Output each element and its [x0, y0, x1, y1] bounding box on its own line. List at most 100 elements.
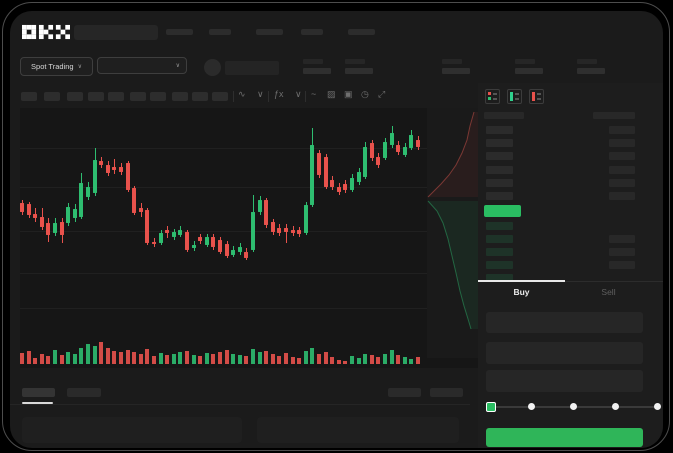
slider-handle[interactable]	[485, 402, 496, 412]
bid-price-row[interactable]	[486, 248, 513, 256]
line	[515, 98, 519, 100]
ask-price-row[interactable]	[486, 152, 513, 160]
bottom-action-chip[interactable]	[388, 388, 421, 397]
snapshot-icon[interactable]: ▣	[344, 89, 353, 99]
volume-bar	[39, 354, 44, 364]
ask-price-row[interactable]	[486, 179, 513, 187]
volume-bar	[152, 356, 156, 364]
nav-item-placeholder[interactable]	[166, 29, 193, 35]
chevron-down-icon[interactable]: ∨	[257, 89, 264, 99]
timeframe-chip[interactable]	[21, 92, 37, 101]
volume-bar	[237, 355, 242, 364]
line-tool-icon[interactable]: ~	[311, 89, 317, 99]
bid-price-row[interactable]	[486, 274, 513, 282]
ask-price-row[interactable]	[486, 192, 513, 200]
fullscreen-icon[interactable]: ⤢	[378, 89, 386, 99]
bid-price-row[interactable]	[486, 222, 513, 230]
volume-bar	[336, 360, 341, 364]
volume-bar	[350, 356, 354, 364]
ask-price-row[interactable]	[486, 126, 513, 134]
volume-bar	[145, 349, 150, 364]
bottom-tab-active[interactable]	[22, 388, 55, 397]
book-header-price	[484, 112, 524, 119]
candle-body	[297, 230, 302, 234]
ask-amount-row	[609, 152, 635, 160]
compare-icon[interactable]: ▨	[327, 89, 336, 99]
volume-bar	[310, 348, 315, 364]
price-input[interactable]	[486, 312, 643, 333]
gridline	[20, 187, 480, 188]
gridline	[20, 231, 480, 232]
nav-item-placeholder[interactable]	[209, 29, 231, 35]
book-bids-icon[interactable]	[507, 89, 522, 104]
candle-body	[303, 205, 308, 233]
candle-body	[409, 135, 414, 148]
candle-body	[138, 208, 143, 212]
market-type-dropdown[interactable]: Spot Trading ∨	[20, 57, 93, 76]
ask-amount-row	[609, 166, 635, 174]
bid-dot	[488, 97, 491, 100]
nav-item-placeholder[interactable]	[256, 29, 283, 35]
volume-bar	[105, 348, 110, 364]
volume-bar	[369, 355, 374, 364]
ask-bar	[532, 92, 535, 101]
timeframe-chip[interactable]	[172, 92, 188, 101]
candle-body	[99, 161, 104, 165]
timeframe-chip[interactable]	[67, 92, 83, 101]
ask-price-row[interactable]	[486, 139, 513, 147]
timeframe-chip[interactable]	[130, 92, 146, 101]
total-input[interactable]	[486, 370, 643, 392]
candle-body	[237, 247, 242, 252]
volume-bar	[284, 353, 288, 364]
bid-price-row[interactable]	[486, 235, 513, 243]
timeframe-chip[interactable]	[192, 92, 208, 101]
slider-stop-dot[interactable]	[653, 403, 661, 410]
bid-amount-row	[609, 248, 635, 256]
bottom-tab[interactable]	[67, 388, 101, 397]
volume-bar	[198, 356, 203, 364]
candle-body	[323, 157, 328, 187]
ask-amount-row	[609, 126, 635, 134]
market-type-label: Spot Trading	[31, 62, 74, 71]
candlestick-chart[interactable]	[20, 108, 480, 368]
nav-item-placeholder[interactable]	[348, 29, 375, 35]
tab-buy[interactable]: Buy	[513, 287, 530, 297]
chevron-down-icon[interactable]: ∨	[295, 89, 302, 99]
ask-price-row[interactable]	[486, 166, 513, 174]
timeframe-chip[interactable]	[44, 92, 60, 101]
volume-bar	[323, 352, 328, 364]
trade-tabs-divider	[478, 281, 663, 282]
candle-body	[198, 237, 203, 241]
history-icon[interactable]: ◷	[361, 89, 369, 99]
last-price-bar[interactable]	[484, 205, 521, 217]
tab-sell[interactable]: Sell	[601, 287, 616, 297]
slider-stop-dot[interactable]	[570, 403, 577, 410]
volume-bar	[204, 353, 209, 364]
buy-submit-button[interactable]	[486, 428, 643, 447]
bid-price-row[interactable]	[486, 261, 513, 269]
bid-amount-row	[609, 235, 635, 243]
timeframe-chip[interactable]	[150, 92, 166, 101]
book-asks-icon[interactable]	[529, 89, 544, 104]
timeframe-chip[interactable]	[108, 92, 124, 101]
slider-stop-dot[interactable]	[528, 403, 536, 410]
stat-value-placeholder	[303, 68, 331, 74]
slider-stop-dot[interactable]	[611, 403, 619, 410]
timeframe-chip[interactable]	[88, 92, 104, 101]
volume-bar	[119, 352, 123, 364]
amount-input[interactable]	[486, 342, 643, 364]
candle-style-icon[interactable]: ∿	[238, 89, 246, 99]
volume-bar	[191, 355, 196, 364]
candle-body	[290, 230, 295, 233]
pair-dropdown[interactable]: ∨	[97, 57, 187, 74]
candle-body	[178, 230, 183, 235]
timeframe-chip[interactable]	[212, 92, 228, 101]
indicators-icon[interactable]: ƒx	[274, 89, 284, 99]
book-combined-icon[interactable]	[485, 89, 500, 104]
candle-body	[158, 233, 163, 243]
coin-avatar	[204, 59, 221, 76]
volume-bar	[59, 355, 64, 364]
bottom-action-chip[interactable]	[430, 388, 463, 397]
stat-value-placeholder	[577, 68, 605, 74]
nav-item-placeholder[interactable]	[301, 29, 323, 35]
